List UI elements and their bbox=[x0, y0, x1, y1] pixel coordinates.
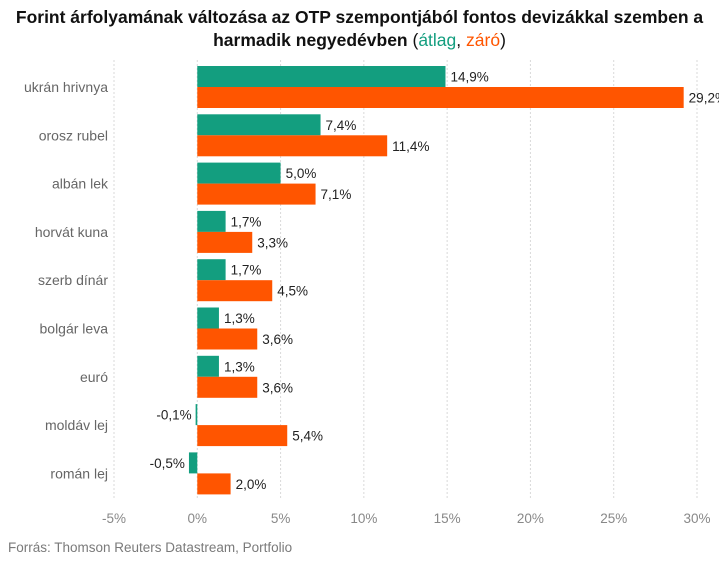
data-label-close: 2,0% bbox=[236, 477, 267, 492]
data-label-close: 29,2% bbox=[689, 91, 719, 106]
bar-avg bbox=[197, 114, 321, 136]
bar-close bbox=[197, 183, 316, 205]
bar-close bbox=[197, 473, 231, 495]
bar-avg bbox=[197, 355, 219, 377]
data-label-avg: 5,0% bbox=[286, 166, 317, 181]
data-labels: 14,9% 29,2% 7,4% 11,4% 5,0% 7,1% 1,7% 3,3% 1,7% 4… bbox=[150, 70, 719, 492]
category-label: ukrán hrivnya bbox=[24, 79, 108, 95]
x-tick-label: 20% bbox=[517, 511, 544, 526]
category-label: szerb dínár bbox=[38, 272, 108, 288]
title-line-1: Forint árfolyamának változása az OTP sze… bbox=[15, 7, 704, 27]
x-tick-label: 30% bbox=[683, 511, 710, 526]
data-label-close: 5,4% bbox=[292, 429, 323, 444]
x-tick-label: 15% bbox=[434, 511, 461, 526]
bar-avg bbox=[197, 210, 226, 232]
x-tick-label: 0% bbox=[188, 511, 208, 526]
bar-close bbox=[197, 328, 258, 350]
data-label-avg: -0,1% bbox=[156, 408, 191, 423]
bar-avg bbox=[195, 404, 198, 426]
title-paren-open: ( bbox=[412, 30, 419, 50]
bar-avg bbox=[197, 259, 226, 281]
category-label: román lej bbox=[50, 465, 108, 481]
category-labels: ukrán hrivnya orosz rubel albán lek horvát … bbox=[24, 79, 109, 481]
bar-avg bbox=[188, 452, 198, 474]
data-label-close: 3,3% bbox=[257, 235, 288, 250]
data-label-avg: 7,4% bbox=[326, 118, 357, 133]
title-line-2: harmadik negyedévben (átlag, záró) bbox=[0, 29, 719, 52]
x-tick-label: 10% bbox=[350, 511, 377, 526]
data-label-close: 3,6% bbox=[262, 332, 293, 347]
data-label-avg: 1,7% bbox=[231, 263, 262, 278]
data-label-close: 11,4% bbox=[392, 139, 429, 154]
data-label-avg: 1,7% bbox=[231, 214, 262, 229]
category-label: moldáv lej bbox=[45, 417, 108, 433]
source-note: Forrás: Thomson Reuters Datastream, Port… bbox=[8, 540, 293, 555]
bar-avg bbox=[197, 66, 446, 87]
title-line-2-text: harmadik negyedévben bbox=[213, 30, 408, 50]
data-label-close: 3,6% bbox=[262, 380, 293, 395]
legend-close-label: záró bbox=[466, 30, 501, 50]
bar-close bbox=[197, 135, 388, 157]
bars bbox=[188, 66, 684, 495]
category-label: bolgár leva bbox=[40, 321, 109, 337]
legend-avg-label: átlag bbox=[418, 30, 457, 50]
category-label: orosz rubel bbox=[39, 127, 108, 143]
data-label-close: 4,5% bbox=[277, 284, 308, 299]
data-label-avg: 14,9% bbox=[450, 70, 488, 85]
data-label-avg: -0,5% bbox=[150, 456, 185, 471]
x-tick-label: 5% bbox=[271, 511, 291, 526]
bar-close bbox=[197, 231, 253, 253]
data-label-avg: 1,3% bbox=[224, 311, 255, 326]
data-label-close: 7,1% bbox=[321, 187, 352, 202]
title-paren-close: ) bbox=[500, 30, 506, 50]
title-comma: , bbox=[456, 30, 467, 50]
category-label: euró bbox=[80, 369, 108, 385]
bar-close bbox=[197, 280, 273, 302]
bar-close bbox=[197, 87, 684, 108]
chart-title: Forint árfolyamának változása az OTP sze… bbox=[0, 6, 719, 52]
category-label: albán lek bbox=[52, 176, 109, 192]
x-tick-label: -5% bbox=[102, 511, 126, 526]
bar-avg bbox=[197, 162, 281, 184]
x-tick-label: 25% bbox=[600, 511, 627, 526]
bar-close bbox=[197, 376, 258, 398]
bar-avg bbox=[197, 307, 219, 329]
category-label: horvát kuna bbox=[35, 224, 108, 240]
data-label-avg: 1,3% bbox=[224, 359, 255, 374]
x-tick-labels: -5% 0% 5% 10% 15% 20% 25% 30% bbox=[102, 511, 711, 526]
bar-close bbox=[197, 425, 288, 447]
